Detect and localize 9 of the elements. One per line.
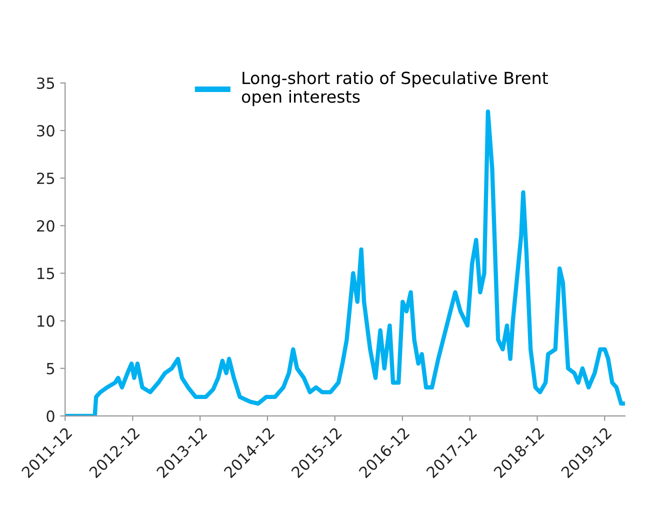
- y-tick-label: 10: [38, 315, 54, 327]
- y-tick-label: 35: [37, 77, 54, 90]
- y-tick-label: 20: [37, 220, 54, 232]
- y-tick-label: 30: [37, 125, 54, 137]
- y-tick-label: 0: [46, 410, 54, 422]
- y-tick-label: 5: [46, 363, 54, 374]
- y-tick-label: 15: [38, 268, 54, 280]
- legend-label: Long-short ratio of Speculative Brent open interests: [242, 71, 548, 106]
- y-tick-label: 25: [37, 172, 54, 184]
